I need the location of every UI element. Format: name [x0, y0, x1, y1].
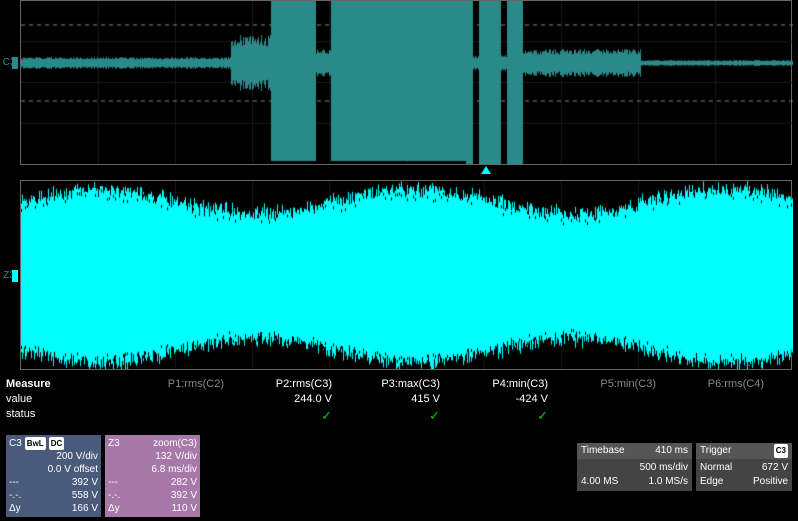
waveform-upper[interactable] [20, 0, 792, 165]
measure-column-header: P3:max(C3) [352, 378, 460, 393]
channel-c3-marker [12, 57, 18, 69]
trigger-panel[interactable]: Trigger C3 Normal672 VEdgePositive [696, 443, 792, 491]
measure-status-label: status [6, 408, 136, 423]
trigger-title: Trigger [700, 444, 731, 458]
panel-z3-header: Z3 zoom(C3) [108, 436, 197, 450]
measure-column-value: -424 V [460, 393, 568, 408]
panel-row: -.-.558 V [9, 489, 98, 502]
timebase-value: 410 ms [655, 444, 688, 458]
measure-column-value: 244.0 V [244, 393, 352, 408]
panel-row: -.-.392 V [108, 489, 197, 502]
measure-column-header: P4:min(C3) [460, 378, 568, 393]
panel-row: Δy110 V [108, 502, 197, 515]
measure-column-value: 415 V [352, 393, 460, 408]
timebase-header: Timebase 410 ms [577, 443, 692, 459]
channel-z3-marker [12, 270, 18, 282]
panel-row: Δy166 V [9, 502, 98, 515]
panel-c3-header: C3 BwL DC [9, 436, 98, 450]
measure-column-status [568, 408, 676, 423]
measure-column-header: P1:rms(C2) [136, 378, 244, 393]
panel-row: EdgePositive [700, 475, 788, 489]
channel-z3-panel[interactable]: Z3 zoom(C3) 132 V/div6.8 ms/div---282 V-… [105, 435, 200, 517]
measure-column-header: P6:rms(C4) [676, 378, 784, 393]
measure-column-status [136, 408, 244, 423]
timebase-panel[interactable]: Timebase 410 ms 500 ms/div4.00 MS1.0 MS/… [577, 443, 692, 491]
waveform-lower[interactable] [20, 180, 792, 370]
timebase-title: Timebase [581, 444, 625, 458]
measure-column-header: P2:rms(C3) [244, 378, 352, 393]
measure-column-status: ✓ [352, 408, 460, 423]
panel-row: 200 V/div [9, 450, 98, 463]
measure-column-status: ✓ [244, 408, 352, 423]
measure-header-label: Measure [6, 378, 136, 393]
panel-row: Normal672 V [700, 461, 788, 475]
bwl-badge: BwL [25, 437, 46, 450]
measure-column-value [676, 393, 784, 408]
measure-header-row: Measure P1:rms(C2)P2:rms(C3)P3:max(C3)P4… [6, 378, 792, 393]
panel-row: ---392 V [9, 476, 98, 489]
dc-badge: DC [49, 437, 65, 450]
panel-row: 0.0 V offset [9, 463, 98, 476]
panel-z3-title: Z3 [108, 437, 120, 450]
measure-status-row: status ✓✓✓ [6, 408, 792, 423]
channel-c3-panel[interactable]: C3 BwL DC 200 V/div0.0 V offset---392 V-… [6, 435, 101, 517]
measure-value-row: value 244.0 V415 V-424 V [6, 393, 792, 408]
waveform-upper-canvas [21, 1, 793, 164]
measure-column-value [136, 393, 244, 408]
measure-value-label: value [6, 393, 136, 408]
panel-row: 6.8 ms/div [108, 463, 197, 476]
waveform-lower-canvas [21, 181, 793, 369]
measure-column-value [568, 393, 676, 408]
measure-column-header: P5:min(C3) [568, 378, 676, 393]
panel-c3-title: C3 [9, 437, 22, 450]
trigger-header: Trigger C3 [696, 443, 792, 459]
panel-row: ---282 V [108, 476, 197, 489]
trigger-source-badge: C3 [774, 444, 788, 458]
measure-column-status: ✓ [460, 408, 568, 423]
measure-column-status [676, 408, 784, 423]
panel-z3-subtitle: zoom(C3) [123, 437, 197, 450]
trigger-position-marker[interactable] [481, 166, 491, 174]
panel-row: 132 V/div [108, 450, 197, 463]
panel-row: 500 ms/div [581, 461, 688, 475]
panel-row: 4.00 MS1.0 MS/s [581, 475, 688, 489]
